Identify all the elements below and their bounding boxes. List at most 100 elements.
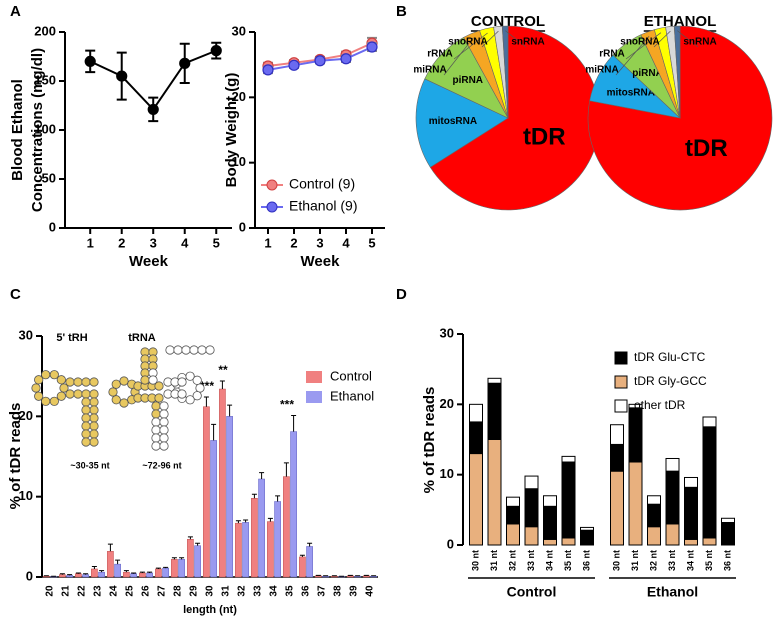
error-bar bbox=[211, 423, 217, 441]
bead bbox=[89, 377, 99, 387]
bar bbox=[290, 431, 297, 578]
bead bbox=[81, 413, 91, 423]
y-tick-label: 10 bbox=[19, 488, 33, 503]
x-tick-label: 35 nt bbox=[704, 550, 714, 571]
x-tick-label: 26 bbox=[141, 585, 152, 597]
x-tick-label: 34 nt bbox=[685, 550, 695, 571]
bar-segment bbox=[684, 486, 698, 540]
bar bbox=[146, 572, 153, 578]
bead bbox=[159, 433, 169, 443]
x-tick-label: 36 nt bbox=[722, 550, 732, 571]
x-tick-label: 31 nt bbox=[630, 550, 640, 571]
legend-label: Ethanol (9) bbox=[289, 198, 357, 214]
x-tick-label: 2 bbox=[290, 235, 297, 250]
y-tick-label: 50 bbox=[42, 170, 56, 185]
bar-segment bbox=[665, 470, 680, 525]
legend-swatch bbox=[614, 375, 628, 389]
bar-segment bbox=[702, 426, 717, 539]
bead bbox=[81, 397, 91, 407]
bar-segment bbox=[721, 521, 735, 546]
error-bar bbox=[299, 554, 305, 557]
legend-swatch bbox=[306, 391, 322, 403]
error-bar bbox=[163, 566, 169, 569]
x-tick-label: 35 nt bbox=[563, 550, 573, 571]
bead bbox=[89, 437, 99, 447]
pie-slice bbox=[429, 25, 601, 211]
bar bbox=[299, 556, 306, 578]
bar-segment bbox=[506, 505, 520, 525]
legend-label: tDR Gly-GCC bbox=[634, 374, 707, 388]
bar-segment bbox=[647, 495, 661, 505]
bead bbox=[89, 405, 99, 415]
slice-label: snoRNA bbox=[620, 37, 659, 48]
inset-label: ~30-35 nt bbox=[70, 460, 109, 470]
bar bbox=[258, 478, 265, 578]
bar-segment bbox=[543, 495, 557, 507]
marker bbox=[179, 57, 191, 69]
x-tick-label: 33 nt bbox=[667, 550, 677, 571]
annotation: *** bbox=[280, 398, 294, 412]
bead bbox=[177, 377, 187, 387]
slice-label: miRNA bbox=[585, 65, 618, 76]
x-tick-label: 39 bbox=[349, 585, 360, 597]
bar bbox=[82, 574, 89, 578]
bead bbox=[151, 425, 161, 435]
bar bbox=[66, 575, 73, 578]
slice-label: mitosRNA bbox=[429, 116, 477, 127]
x-tick-label: 38 bbox=[333, 585, 344, 597]
bead bbox=[65, 389, 75, 399]
bead bbox=[159, 409, 169, 419]
bead bbox=[151, 441, 161, 451]
bead bbox=[111, 395, 121, 405]
x-tick-label: 4 bbox=[181, 235, 189, 250]
bead bbox=[189, 345, 199, 355]
group-label: Ethanol bbox=[647, 584, 698, 600]
x-tick-label: 37 bbox=[317, 585, 328, 597]
x-tick-label: 21 bbox=[61, 585, 72, 597]
pie-title: CONTROL bbox=[471, 13, 545, 30]
panel-label: C bbox=[10, 286, 21, 303]
bar-segment bbox=[721, 517, 735, 523]
bar-segment bbox=[561, 461, 576, 539]
x-tick-label: 3 bbox=[150, 235, 157, 250]
error-bar bbox=[123, 570, 129, 573]
y-tick-label: 0 bbox=[447, 536, 454, 551]
bar-segment bbox=[524, 526, 539, 546]
x-tick-label: 20 bbox=[45, 585, 56, 597]
bar bbox=[123, 571, 130, 578]
y-tick-label: 20 bbox=[440, 396, 454, 411]
bar-segment bbox=[580, 529, 594, 546]
bead bbox=[31, 383, 41, 393]
legend-swatch bbox=[306, 371, 322, 383]
bar bbox=[219, 388, 226, 578]
error-bar bbox=[155, 567, 161, 569]
bar-segment bbox=[524, 475, 539, 490]
bead bbox=[165, 345, 175, 355]
x-tick-label: 40 bbox=[365, 585, 376, 597]
inset-label: ~72-96 nt bbox=[142, 460, 181, 470]
x-tick-label: 24 bbox=[109, 585, 120, 597]
bead bbox=[81, 389, 91, 399]
error-bar bbox=[75, 572, 81, 574]
bar-segment bbox=[628, 407, 643, 463]
error-bar bbox=[283, 462, 289, 477]
leader-line bbox=[653, 30, 671, 48]
bar bbox=[267, 521, 274, 578]
bar-segment bbox=[647, 503, 661, 528]
bar-segment bbox=[628, 461, 643, 546]
y-axis-label: Concentrations (mg/dl) bbox=[29, 48, 46, 212]
legend-label: Control (9) bbox=[289, 176, 355, 192]
bead bbox=[65, 377, 75, 387]
bar bbox=[194, 545, 201, 578]
bead bbox=[185, 395, 195, 405]
error-bar bbox=[107, 543, 113, 552]
legend-marker bbox=[266, 201, 278, 213]
bar-segment bbox=[684, 476, 698, 488]
x-tick-label: 31 nt bbox=[489, 550, 499, 571]
marker bbox=[147, 103, 159, 116]
x-tick-label: 22 bbox=[77, 585, 88, 597]
bead bbox=[119, 398, 129, 408]
y-tick-label: 30 bbox=[232, 23, 246, 38]
bead bbox=[151, 401, 161, 411]
bar bbox=[171, 559, 178, 578]
